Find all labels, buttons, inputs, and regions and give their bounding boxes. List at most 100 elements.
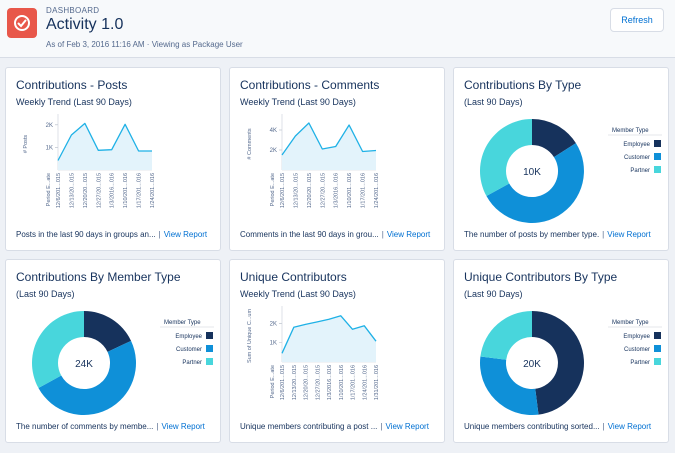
x-tick-label: 1/17/201...016: [351, 365, 357, 400]
donut-slice-employee[interactable]: [532, 119, 576, 158]
data-point[interactable]: [280, 352, 283, 355]
data-point[interactable]: [70, 133, 73, 136]
x-tick-label: 1/3/2016...016: [334, 173, 340, 208]
card-subtitle: (Last 90 Days): [16, 289, 75, 299]
data-point[interactable]: [304, 323, 307, 326]
view-report-link[interactable]: View Report: [385, 422, 429, 431]
y-axis-label: # Posts: [23, 135, 29, 154]
data-point[interactable]: [56, 159, 59, 162]
donut-slice-partner[interactable]: [480, 311, 532, 360]
data-point[interactable]: [327, 318, 330, 321]
donut-slice-partner[interactable]: [31, 311, 85, 389]
x-tick-label: 1/10/201...016: [123, 173, 129, 208]
x-tick-label: 12/6/201...015: [280, 365, 286, 400]
data-point[interactable]: [307, 121, 310, 124]
card-footer: Unique members contributing a post ... | V…: [240, 422, 440, 431]
legend-label: Employee: [623, 334, 650, 340]
data-point[interactable]: [294, 134, 297, 137]
legend-swatch: [206, 332, 213, 339]
x-tick-label: 1/24/201...016: [362, 365, 368, 400]
view-report-link[interactable]: View Report: [163, 230, 208, 239]
data-point[interactable]: [374, 340, 377, 343]
data-point[interactable]: [334, 145, 337, 148]
x-tick-label: 12/20/20...015: [304, 365, 310, 400]
legend-title: Member Type: [612, 320, 649, 326]
chart[interactable]: # Posts 1K 2K 12/6/201...015 12/13/20...015 1…: [6, 68, 221, 228]
chart[interactable]: 20K Member Type Employee Customer Partner: [454, 260, 669, 420]
gauge-icon: [7, 8, 37, 38]
donut-slice-customer[interactable]: [486, 143, 584, 223]
card-footer: Posts in the last 90 days in groups an..…: [16, 230, 216, 239]
chart[interactable]: 10K Member Type Employee Customer Partner: [454, 68, 669, 228]
data-point[interactable]: [348, 123, 351, 126]
y-axis-label: Sum of Unique C...um: [247, 309, 253, 364]
view-report-link[interactable]: View Report: [161, 422, 205, 431]
y-axis-label: # Comments: [247, 128, 253, 159]
card-footer: Unique members contributing sorted... | Vi…: [464, 422, 664, 431]
card-footer: The number of posts by member type. | View…: [464, 230, 664, 239]
dashboard-card[interactable]: Unique Contributors Weekly Trend (Last 90…: [229, 259, 445, 443]
card-subtitle: Weekly Trend (Last 90 Days): [240, 289, 356, 299]
data-point[interactable]: [361, 150, 364, 153]
legend-swatch: [654, 153, 661, 160]
donut-slice-customer[interactable]: [38, 340, 136, 416]
footer-separator: |: [602, 230, 605, 239]
chart[interactable]: # Comments 2K 4K 12/6/201...015 12/13/20...0…: [230, 68, 445, 228]
donut-slice-employee[interactable]: [532, 311, 585, 415]
footer-separator: |: [381, 230, 384, 239]
view-report-link[interactable]: View Report: [386, 230, 431, 239]
y-tick-label: 1K: [270, 341, 277, 347]
x-axis-label: Period E...ate: [46, 173, 52, 206]
x-tick-label: 12/13/20...015: [292, 365, 298, 400]
dashboard-card[interactable]: Contributions - Posts Weekly Trend (Last …: [5, 67, 221, 251]
donut-slice-partner[interactable]: [479, 119, 532, 197]
card-title: Contributions By Type: [464, 78, 582, 92]
x-axis-label: Period E...ate: [270, 365, 276, 398]
data-point[interactable]: [316, 320, 319, 323]
legend-swatch: [206, 358, 213, 365]
footer-separator: |: [380, 422, 383, 431]
y-tick-label: 2K: [270, 148, 277, 154]
legend-swatch: [206, 345, 213, 352]
legend-label: Customer: [624, 347, 650, 353]
data-point[interactable]: [150, 149, 153, 152]
data-point[interactable]: [83, 122, 86, 125]
y-tick-label: 2K: [46, 123, 53, 129]
x-tick-label: 1/24/201...016: [374, 173, 380, 208]
donut-slice-employee[interactable]: [84, 311, 132, 352]
donut-slice-customer[interactable]: [479, 356, 539, 416]
card-subtitle: (Last 90 Days): [464, 97, 523, 107]
data-point[interactable]: [339, 314, 342, 317]
chart[interactable]: Sum of Unique C...um 1K 2K 12/6/201...015 12…: [230, 260, 445, 420]
card-footer: The number of comments by membe... | View …: [16, 422, 216, 431]
data-point[interactable]: [97, 149, 100, 152]
card-subtitle: Weekly Trend (Last 90 Days): [16, 97, 132, 107]
refresh-button[interactable]: Refresh: [610, 8, 664, 32]
legend-label: Partner: [630, 168, 650, 174]
dashboard-card[interactable]: Contributions By Member Type (Last 90 Day…: [5, 259, 221, 443]
data-point[interactable]: [110, 148, 113, 151]
card-description: Comments in the last 90 days in grou...: [240, 230, 379, 239]
data-point[interactable]: [321, 147, 324, 150]
legend-label: Employee: [175, 334, 202, 340]
area-fill: [282, 123, 376, 170]
data-point[interactable]: [124, 123, 127, 126]
view-report-link[interactable]: View Report: [607, 230, 651, 239]
dashboard-card[interactable]: Contributions By Type (Last 90 Days) 10K Me…: [453, 67, 669, 251]
legend-swatch: [654, 345, 661, 352]
data-point[interactable]: [137, 149, 140, 152]
data-point[interactable]: [292, 326, 295, 329]
data-point[interactable]: [374, 149, 377, 152]
legend-swatch: [654, 332, 661, 339]
card-title: Contributions - Posts: [16, 78, 128, 92]
view-report-link[interactable]: View Report: [607, 422, 652, 431]
data-point[interactable]: [351, 328, 354, 331]
x-tick-label: 1/3/2016...016: [110, 173, 116, 208]
dashboard-card[interactable]: Contributions - Comments Weekly Trend (La…: [229, 67, 445, 251]
data-point[interactable]: [280, 153, 283, 156]
dashboard-card[interactable]: Unique Contributors By Type (Last 90 Days…: [453, 259, 669, 443]
legend-swatch: [654, 140, 661, 147]
chart[interactable]: 24K Member Type Employee Customer Partner: [6, 260, 221, 420]
legend-title: Member Type: [164, 320, 201, 326]
data-point[interactable]: [363, 324, 366, 327]
